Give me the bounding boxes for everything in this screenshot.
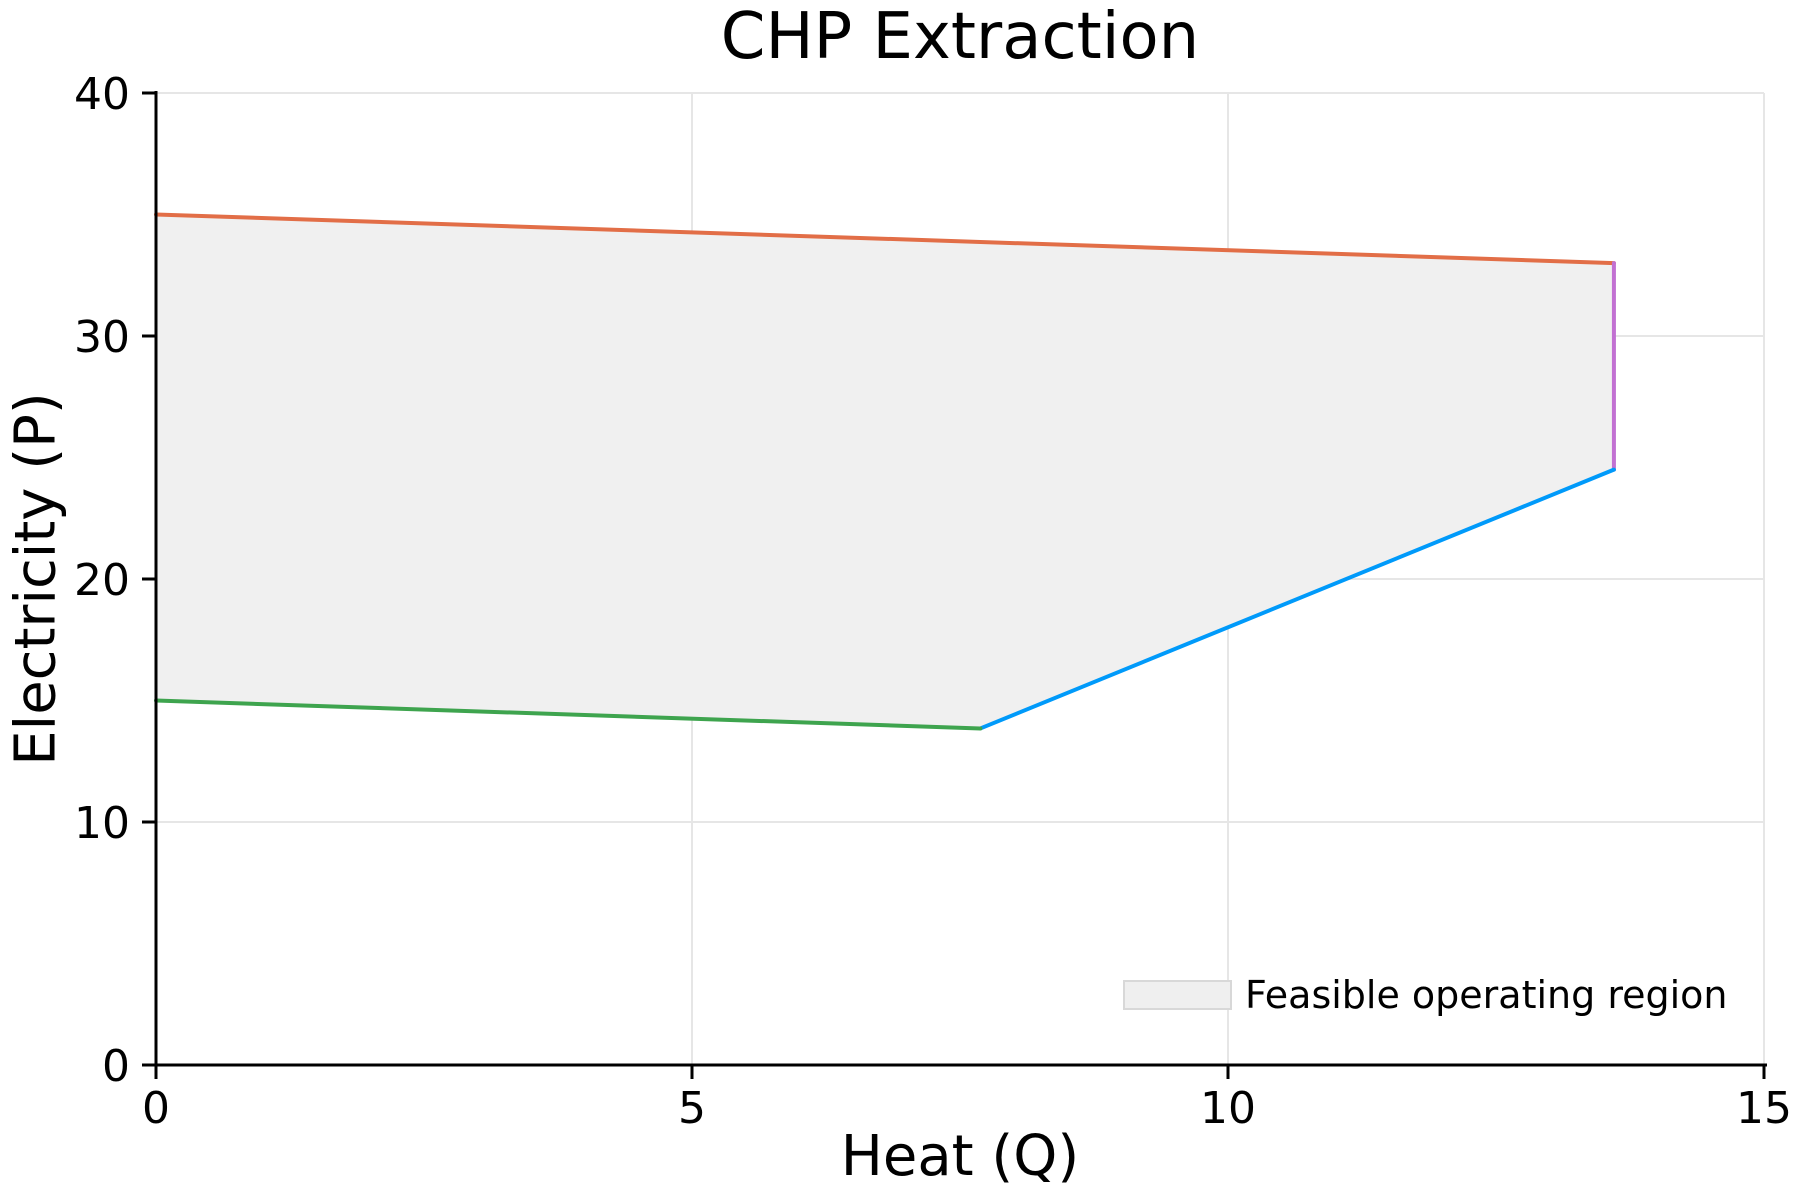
- y-tick-label-30: 30: [74, 312, 130, 363]
- y-tick-label-0: 0: [102, 1041, 130, 1092]
- x-tick-label-15: 15: [1736, 1083, 1792, 1134]
- legend-swatch: [1123, 980, 1232, 1010]
- x-tick-label-5: 5: [678, 1083, 706, 1134]
- x-tick-label-0: 0: [142, 1083, 170, 1134]
- y-tick-label-10: 10: [74, 798, 130, 849]
- y-axis-label: Electricity (P): [3, 392, 69, 766]
- y-tick-label-20: 20: [74, 555, 130, 606]
- x-axis-label: Heat (Q): [840, 1124, 1080, 1189]
- legend-label: Feasible operating region: [1245, 973, 1728, 1017]
- x-tick-label-10: 10: [1200, 1083, 1256, 1134]
- chart-title: CHP Extraction: [720, 0, 1200, 74]
- y-tick-label-40: 40: [74, 69, 130, 120]
- boundary-backpressure-line: [978, 467, 1616, 731]
- boundary-min-power-line: [154, 698, 983, 731]
- region-fill-feasible-operating-region: [156, 214, 1614, 729]
- boundary-max-power-line: [154, 212, 1616, 266]
